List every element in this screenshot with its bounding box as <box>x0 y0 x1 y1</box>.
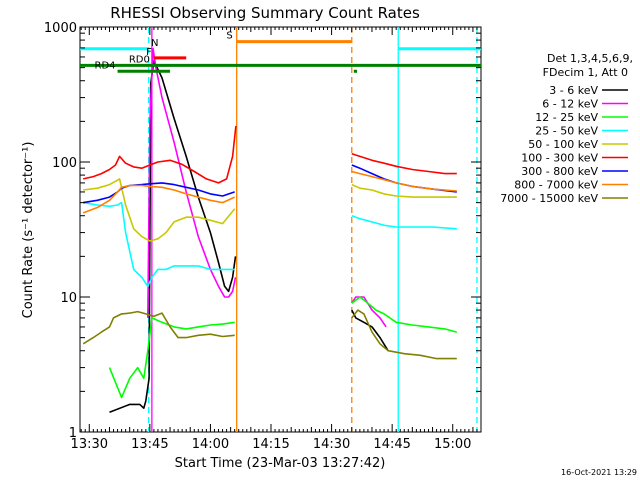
state-bar-label: N <box>151 38 158 49</box>
series-line <box>83 201 235 288</box>
legend-header-1: Det 1,3,4,5,6,9, <box>547 52 633 65</box>
y-tick-label: 1000 <box>44 21 77 36</box>
state-bar-label: RD4 <box>95 60 116 71</box>
y-axis-ticks: 1 10 100 1000 <box>44 21 481 441</box>
legend-label: 25 - 50 keV <box>535 125 598 138</box>
legend-label: 50 - 100 keV <box>528 138 598 151</box>
state-bar-label: F <box>146 47 152 58</box>
series-line <box>351 164 457 193</box>
state-bar-label: S <box>226 31 232 42</box>
x-axis-label: Start Time (23-Mar-03 13:27:42) <box>175 456 386 471</box>
series-line <box>82 184 236 214</box>
x-tick-label: 14:00 <box>192 437 229 452</box>
x-tick-label: 13:30 <box>71 437 108 452</box>
y-tick-label: 100 <box>52 156 77 171</box>
series-line <box>109 60 237 414</box>
series-line <box>351 183 457 198</box>
x-tick-label: 15:00 <box>434 437 471 452</box>
series-line <box>83 178 236 242</box>
series-line <box>351 170 457 192</box>
legend-label: 12 - 25 keV <box>535 111 598 124</box>
x-axis-ticks: 13:30 13:45 14:00 14:15 14:30 14:45 15:00 <box>71 27 482 452</box>
x-tick-label: 14:15 <box>252 437 289 452</box>
plot-frame <box>79 26 482 433</box>
series-line <box>108 317 235 399</box>
vertical-markers <box>148 27 478 432</box>
x-tick-label: 14:30 <box>313 437 350 452</box>
legend-label: 800 - 7000 keV <box>514 179 598 192</box>
x-tick-label: 13:45 <box>131 437 168 452</box>
chart-title: RHESSI Observing Summary Count Rates <box>110 4 420 22</box>
series-line <box>351 309 457 360</box>
x-tick-label: 14:45 <box>373 437 410 452</box>
legend-label: 100 - 300 keV <box>521 152 598 165</box>
timestamp: 16-Oct-2021 13:29 <box>561 468 637 477</box>
series-lines <box>82 47 458 414</box>
y-axis-label: Count Rate (s⁻¹ detector⁻¹) <box>21 142 36 319</box>
series-line <box>83 182 235 204</box>
series-line <box>82 310 235 345</box>
legend-header-2: FDecim 1, Att 0 <box>543 66 628 79</box>
series-line <box>83 125 237 184</box>
series-line <box>351 214 457 230</box>
series-line <box>351 309 389 352</box>
legend-label: 7000 - 15000 keV <box>500 192 598 205</box>
y-tick-label: 10 <box>60 291 77 306</box>
series-line <box>351 296 458 333</box>
legend: Det 1,3,4,5,6,9, FDecim 1, Att 0 3 - 6 k… <box>500 52 633 205</box>
series-line <box>147 47 237 318</box>
legend-label: 6 - 12 keV <box>542 98 598 111</box>
legend-label: 3 - 6 keV <box>549 84 598 97</box>
state-bar-label: RD0 <box>129 54 150 65</box>
y-tick-label: 1 <box>69 426 77 441</box>
legend-label: 300 - 800 keV <box>521 165 598 178</box>
series-line <box>351 153 457 175</box>
